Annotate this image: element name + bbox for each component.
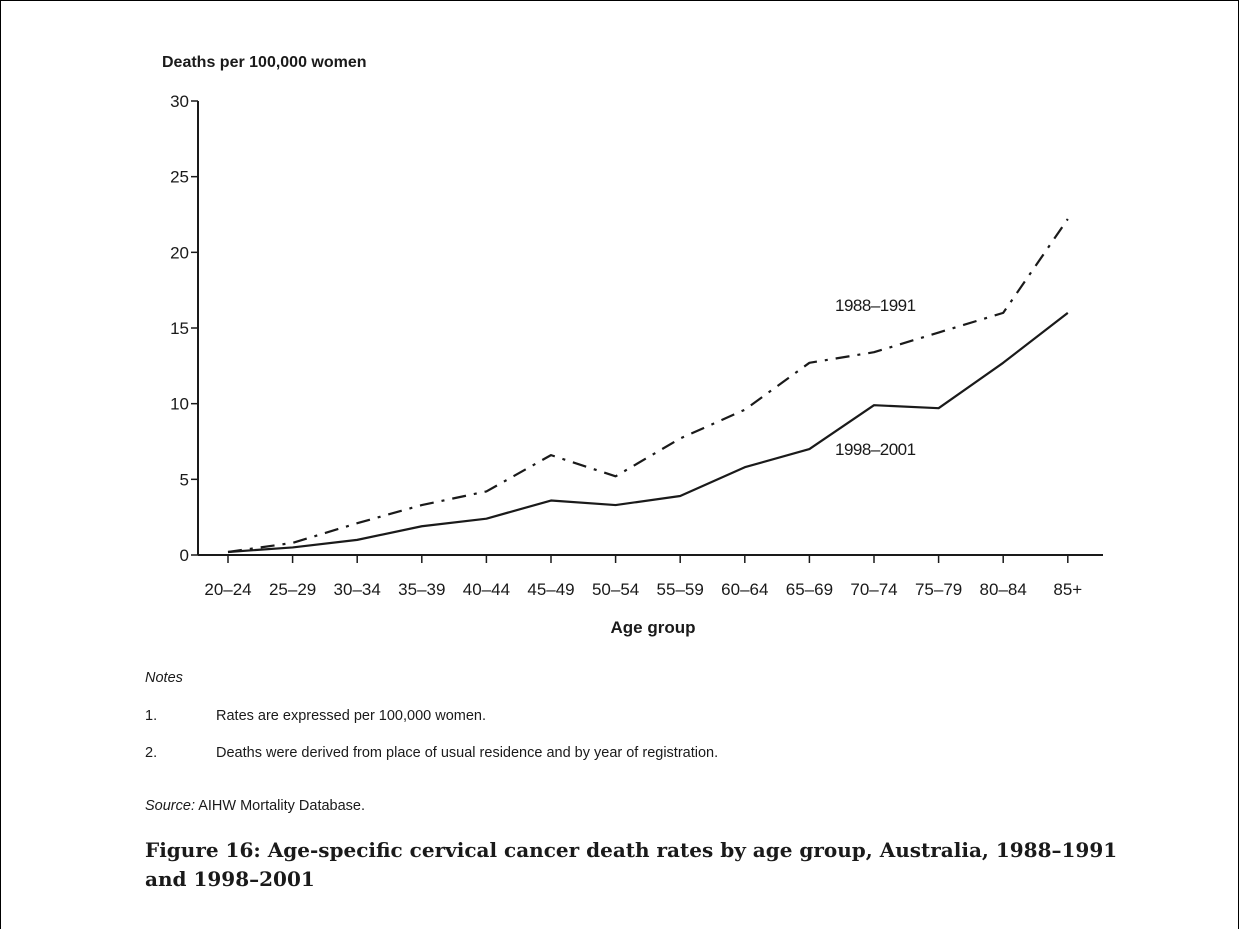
series-line-0 [227,218,1069,554]
x-tick-label-8: 60–64 [721,580,768,599]
y-tick-label-20: 20 [170,243,189,262]
x-tick-label-1: 25–29 [269,580,316,599]
x-tick-label-2: 30–34 [334,580,381,599]
series-label-1: 1998–2001 [835,440,916,459]
x-tick-label-4: 40–44 [463,580,510,599]
x-tick-label-6: 50–54 [592,580,639,599]
x-tick-label-3: 35–39 [398,580,445,599]
x-tick-label-7: 55–59 [657,580,704,599]
x-tick-label-12: 80–84 [980,580,1027,599]
y-tick-label-30: 30 [170,92,189,111]
line-chart: Deaths per 100,000 women 0 5 10 15 20 25 30 20–2… [162,54,1103,637]
x-tick-label-9: 65–69 [786,580,833,599]
figure-caption: Figure 16: Age-specific cervical cancer … [145,838,1118,891]
note-text-1: Rates are expressed per 100,000 women. [216,708,487,724]
note-text-2: Deaths were derived from place of usual … [216,745,719,761]
y-tick-label-0: 0 [180,546,189,565]
note-number-1: 1. [145,708,158,724]
source-text: AIHW Mortality Database. [198,798,366,814]
x-tick-label-10: 70–74 [850,580,897,599]
x-tick-label-11: 75–79 [915,580,962,599]
x-axis-label: Age group [611,618,696,637]
source-label: Source: [145,798,195,814]
y-tick-label-10: 10 [170,395,189,414]
x-tick-label-13: 85+ [1053,580,1082,599]
series-line-1 [227,311,1069,554]
x-tick-label-5: 45–49 [527,580,574,599]
y-tick-label-25: 25 [170,168,189,187]
source-line: Source: AIHW Mortality Database. [145,798,365,814]
y-axis-label: Deaths per 100,000 women [162,54,367,71]
x-tick-label-0: 20–24 [204,580,251,599]
y-tick-label-5: 5 [180,470,189,489]
y-tick-label-15: 15 [170,319,189,338]
series-label-0: 1988–1991 [835,296,916,315]
note-number-2: 2. [145,745,158,761]
notes-title: Notes [145,670,183,686]
